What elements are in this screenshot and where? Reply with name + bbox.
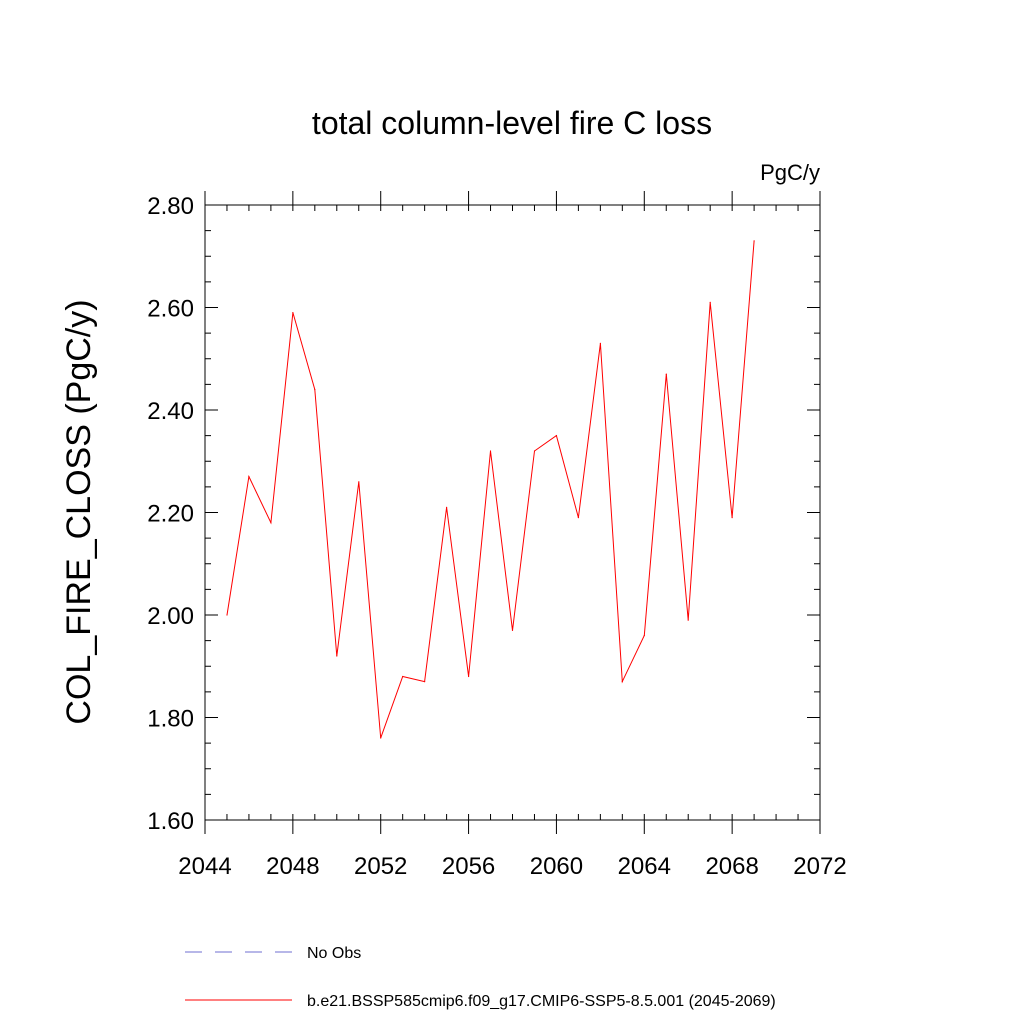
y-tick-label: 1.60 [147, 808, 194, 835]
y-tick-label: 2.00 [147, 603, 194, 630]
x-tick-label: 2072 [793, 853, 846, 880]
x-tick-label: 2044 [178, 853, 231, 880]
data-point [468, 675, 470, 678]
x-tick-label: 2064 [618, 853, 671, 880]
x-tick-label: 2068 [705, 853, 758, 880]
legend: No Obs b.e21.BSSP585cmip6.f09_g17.CMIP6-… [185, 945, 776, 1010]
data-point [270, 522, 272, 524]
units-label: PgC/y [760, 160, 820, 185]
y-axis-label: COL_FIRE_CLOSS (PgC/y) [60, 299, 98, 724]
data-point [533, 450, 536, 452]
data-point [314, 388, 316, 391]
y-tick-label: 1.80 [147, 706, 194, 733]
data-point [446, 506, 448, 508]
x-tick-label: 2060 [530, 853, 583, 880]
data-point [424, 681, 426, 683]
y-tick-label: 2.80 [147, 193, 194, 220]
y-tick-label: 2.40 [147, 398, 194, 425]
data-point [753, 240, 755, 242]
x-tick-label: 2048 [266, 853, 319, 880]
data-point [292, 312, 294, 314]
legend-label-model: b.e21.BSSP585cmip6.f09_g17.CMIP6-SSP5-8.… [307, 993, 776, 1010]
data-point [621, 681, 623, 683]
data-point [687, 619, 689, 621]
series-group [226, 240, 755, 739]
data-point [731, 517, 733, 519]
y-tick-label: 2.20 [147, 501, 194, 528]
data-point [577, 517, 580, 519]
x-tick-label: 2052 [354, 853, 407, 880]
data-point [643, 634, 645, 637]
plot-frame [204, 204, 821, 821]
data-point [380, 737, 382, 739]
y-tick-labels: 1.60 1.80 2.00 2.20 2.40 2.60 2.80 [147, 193, 194, 835]
data-point [248, 476, 250, 478]
data-point [599, 342, 602, 344]
data-point [555, 435, 558, 437]
x-tick-labels: 2044 2048 2052 2056 2060 2064 2068 2072 [178, 853, 846, 880]
data-point [709, 301, 711, 303]
chart-title: total column-level fire C loss [312, 105, 712, 141]
axis-ticks [204, 191, 821, 834]
data-point [336, 655, 338, 657]
data-point [511, 629, 514, 632]
legend-label-no-obs: No Obs [307, 945, 361, 962]
data-point [226, 614, 228, 616]
series-line [226, 240, 755, 739]
data-point [358, 481, 360, 483]
y-tick-label: 2.60 [147, 296, 194, 323]
data-point [665, 373, 667, 375]
data-point [489, 450, 492, 452]
x-tick-label: 2056 [442, 853, 495, 880]
data-point [402, 675, 404, 678]
